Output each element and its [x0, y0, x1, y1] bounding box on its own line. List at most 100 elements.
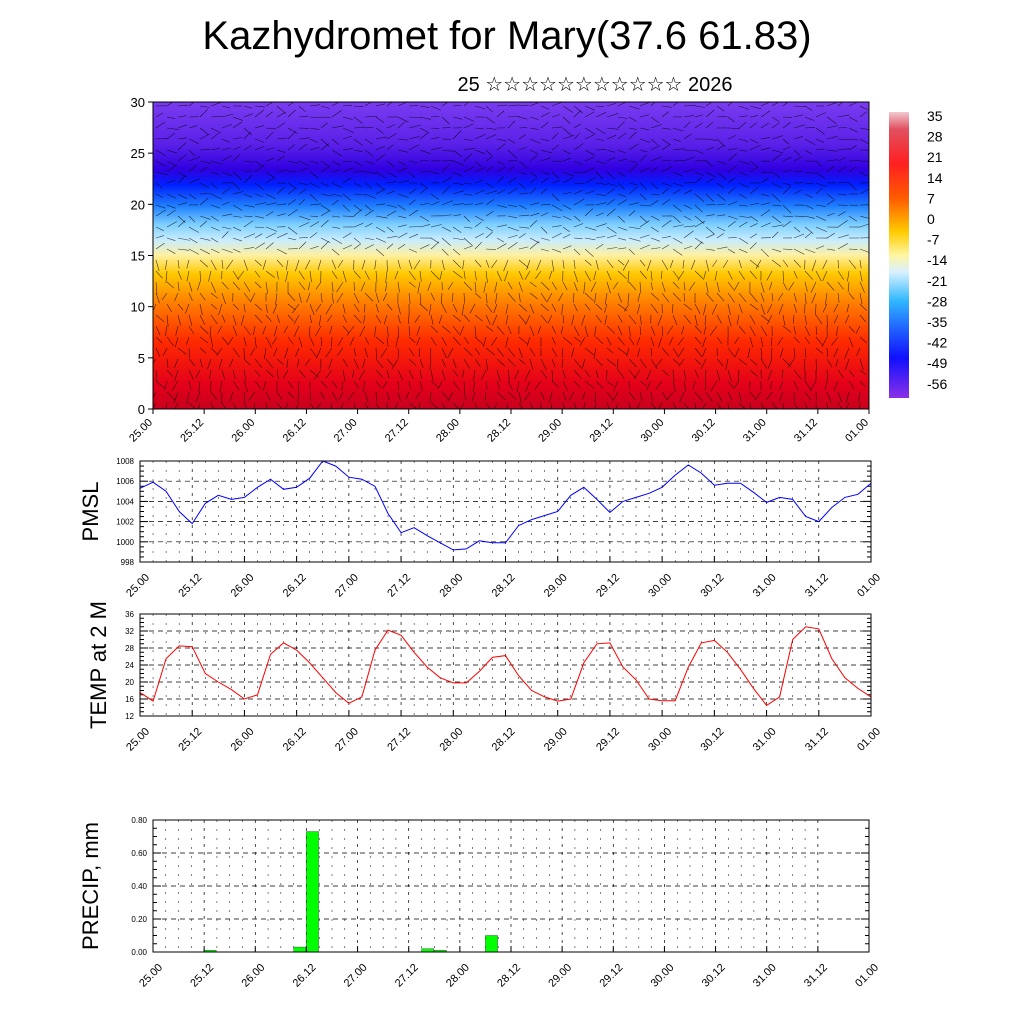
- wind-barb: [386, 190, 395, 195]
- wind-barb: [822, 303, 828, 313]
- wind-barb: [232, 248, 241, 253]
- ytick-label: 0.00: [131, 948, 147, 957]
- wind-barb: [804, 138, 816, 146]
- wind-barb: [364, 160, 375, 165]
- wind-barb: [254, 281, 262, 289]
- xtick-label: 30.12: [699, 572, 727, 600]
- wind-barb: [342, 104, 352, 107]
- wind-barb: [285, 259, 289, 271]
- wind-barb: [254, 125, 265, 129]
- wind-barb: [359, 325, 366, 337]
- wind-barb: [804, 105, 813, 111]
- wind-barb: [166, 221, 177, 228]
- wind-barb: [661, 292, 670, 303]
- wind-barb: [782, 281, 788, 290]
- wind-barb: [859, 223, 869, 228]
- wind-barb: [342, 148, 353, 151]
- wind-barb: [263, 347, 267, 360]
- wind-barb: [518, 281, 523, 292]
- xtick-label: 31.00: [751, 962, 779, 990]
- wind-barb: [505, 314, 509, 325]
- chart-subtitle: 25 ☆☆☆☆☆☆☆☆☆☆☆ 2026: [457, 74, 733, 96]
- wind-barb: [518, 116, 528, 120]
- wind-barb: [298, 199, 305, 206]
- wind-barb: [606, 188, 615, 195]
- wind-barb: [826, 165, 835, 173]
- wind-barb: [738, 149, 747, 152]
- wind-barb: [253, 402, 256, 409]
- wind-barb: [581, 358, 586, 370]
- wind-barb: [320, 204, 331, 212]
- wind-barb: [595, 171, 604, 180]
- heatmap-xtick-label: 26.00: [229, 417, 257, 445]
- wind-barb: [683, 156, 696, 162]
- wind-barb: [628, 226, 641, 230]
- wind-barb: [232, 116, 244, 121]
- wind-barb: [363, 314, 366, 324]
- wind-barb: [166, 179, 176, 184]
- wind-barb: [331, 259, 337, 270]
- wind-barb: [331, 125, 344, 129]
- wind-barb: [672, 138, 681, 142]
- wind-barb: [375, 336, 385, 344]
- wind-barb: [672, 171, 684, 177]
- wind-barb: [734, 336, 740, 344]
- wind-barb: [364, 138, 374, 145]
- wind-barb: [749, 292, 758, 303]
- wind-barb: [419, 358, 424, 368]
- wind-barb: [837, 369, 844, 379]
- wind-barb: [408, 209, 419, 217]
- wind-barb: [430, 137, 440, 140]
- wind-barb: [760, 202, 771, 206]
- y-axis-label: PMSL: [78, 482, 103, 542]
- wind-barb: [177, 142, 187, 151]
- wind-barb: [848, 248, 858, 250]
- wind-barb: [221, 201, 230, 206]
- wind-barb: [738, 325, 746, 334]
- wind-barb: [165, 402, 168, 409]
- wind-barb: [265, 242, 274, 250]
- wind-barb: [672, 127, 684, 132]
- wind-barb: [584, 127, 596, 135]
- wind-barb: [831, 336, 839, 346]
- wind-barb: [628, 358, 637, 368]
- wind-barb: [243, 220, 254, 228]
- wind-barb: [504, 270, 509, 282]
- wind-barb: [243, 215, 253, 217]
- colorbar-label: -7: [927, 232, 940, 248]
- wind-barb: [683, 204, 693, 210]
- wind-barb: [386, 391, 390, 401]
- wind-barb: [397, 224, 407, 228]
- wind-barb: [760, 358, 768, 369]
- wind-barb: [562, 105, 574, 113]
- wind-barb: [703, 270, 707, 280]
- wind-barb: [733, 281, 740, 292]
- wind-barb: [474, 241, 483, 250]
- wind-barb: [760, 402, 765, 409]
- wind-barb: [760, 209, 771, 217]
- wind-barb: [705, 109, 715, 118]
- wind-barb: [639, 270, 647, 279]
- wind-barb: [661, 105, 672, 108]
- wind-barb: [694, 314, 698, 327]
- wind-barb: [254, 242, 266, 250]
- wind-barb: [210, 132, 220, 140]
- wind-barb: [232, 137, 243, 140]
- wind-barb: [353, 347, 356, 357]
- wind-barb: [524, 270, 531, 280]
- heatmap-xtick-label: 28.00: [434, 417, 462, 445]
- wind-barb: [606, 325, 616, 334]
- xtick-label: 28.12: [495, 962, 523, 990]
- heatmap-xtick-label: 27.00: [332, 417, 360, 445]
- wind-barb: [628, 163, 638, 173]
- wind-barb: [738, 292, 747, 303]
- wind-barb: [793, 402, 799, 409]
- wind-barb: [320, 182, 329, 187]
- wind-barb: [518, 336, 529, 345]
- wind-barb: [439, 270, 443, 280]
- wind-barb: [188, 369, 194, 380]
- wind-barb: [562, 215, 572, 221]
- ytick-label: 24: [125, 661, 134, 670]
- wind-barb: [174, 369, 179, 382]
- wind-barb: [177, 237, 190, 241]
